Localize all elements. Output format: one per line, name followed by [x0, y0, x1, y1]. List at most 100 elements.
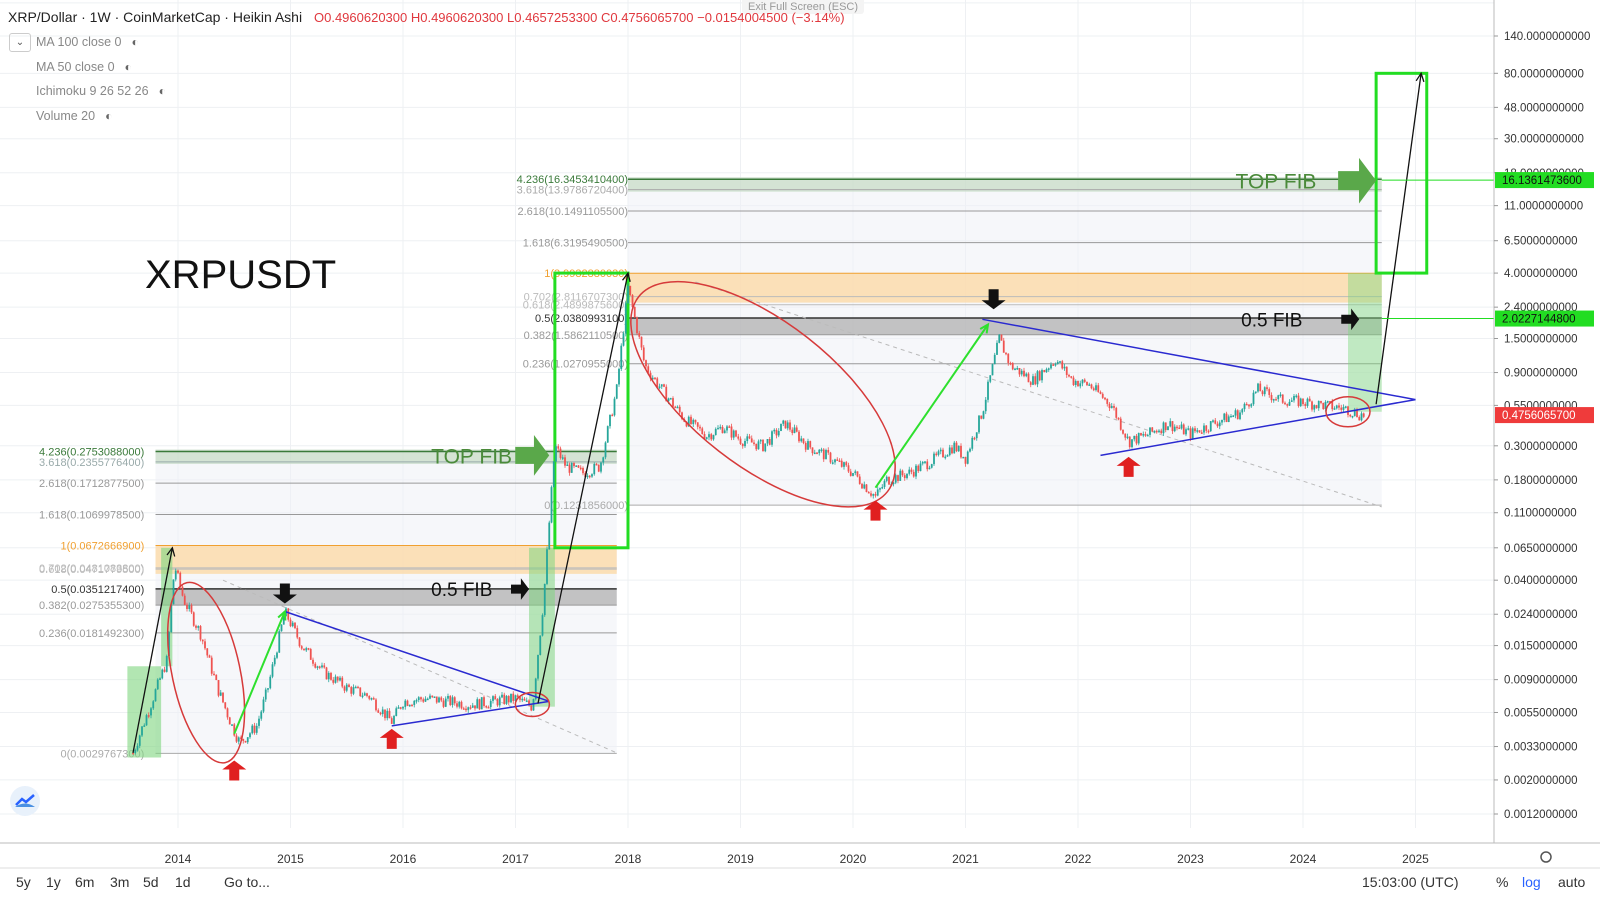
y-tick-label: 0.0240000000 — [1504, 609, 1578, 621]
fib2018-fib-band-top — [628, 177, 1382, 192]
log-scale-button[interactable]: log — [1522, 874, 1541, 890]
fib2018-fib-label: 0.382(1.5862110500) — [524, 330, 628, 342]
y-tick-label: 140.0000000000 — [1504, 31, 1590, 43]
fib2018-fib-label: 4.236(16.3453410400) — [517, 174, 628, 186]
fib2018-fib-label: 0(0.1231856000) — [544, 500, 628, 512]
indicator-ichimoku[interactable]: Ichimoku 9 26 52 26 ◐ — [36, 84, 166, 98]
fib2018-fib-band-1 — [628, 273, 1382, 303]
range-6m-button[interactable]: 6m — [75, 874, 95, 890]
wave-arrow-2020-head — [979, 322, 990, 334]
eye-hidden-icon[interactable]: ◐ — [124, 60, 132, 74]
bottom-arrow-2014 — [222, 760, 247, 781]
impulse-arrow-2017-head — [621, 271, 631, 282]
candle — [487, 707, 490, 709]
auto-scale-button[interactable]: auto — [1558, 874, 1586, 890]
y-tick-label: 0.0020000000 — [1504, 775, 1578, 787]
proj-box-2017-outline — [553, 271, 630, 550]
collapse-indicators-button[interactable]: ⌄ — [9, 33, 31, 52]
eye-hidden-icon[interactable]: ◐ — [158, 84, 166, 98]
range-1y-button[interactable]: 1y — [46, 874, 61, 890]
indicator-ma100[interactable]: MA 100 close 0 ◐ — [36, 35, 139, 49]
fib2018-fib-label: 0.702(2.8116707300) — [524, 292, 628, 304]
trend-dashed-2 — [695, 281, 1382, 508]
candle — [728, 426, 731, 428]
half-fib-label-2: 0.5 FIB — [1241, 310, 1302, 331]
wave-arrow-2014-head — [277, 609, 287, 621]
y-tick-label: 0.0033000000 — [1504, 742, 1578, 754]
x-tick-label: 2016 — [390, 852, 417, 866]
triangle-lower-2 — [1100, 398, 1416, 457]
proj-box-small-2 — [161, 547, 173, 667]
fib2014-fib-label: 4.236(0.2753088000) — [39, 447, 144, 459]
indicator-label: MA 50 close 0 — [36, 60, 115, 74]
price-label-box — [1495, 407, 1594, 424]
indicator-ma50[interactable]: MA 50 close 0 ◐ — [36, 60, 132, 74]
fib2018-fib-label: 1.618(6.3195490500) — [523, 238, 628, 250]
x-tick-label: 2019 — [727, 852, 754, 866]
price-label: 2.0227144800 — [1502, 314, 1576, 326]
y-tick-label: 0.0090000000 — [1504, 675, 1578, 687]
eye-hidden-icon[interactable]: ◐ — [105, 109, 113, 123]
correction-ellipse-1 — [167, 581, 246, 764]
fib2014-fib-label: 0.618(0.0471779500) — [39, 564, 144, 576]
triangle-upper-1 — [284, 610, 550, 703]
triangle-lower-1 — [391, 700, 550, 727]
x-tick-label: 2021 — [952, 852, 979, 866]
top-fib-arrow-2 — [1338, 157, 1377, 204]
bottom-toolbar: 5y 1y 6m 3m 5d 1d Go to... 15:03:00 (UTC… — [0, 870, 1600, 900]
bottom-arrow-2016 — [379, 728, 404, 749]
top-arrow-2021 — [981, 289, 1006, 310]
y-tick-label: 6.5000000000 — [1504, 236, 1578, 248]
tradingview-logo-icon[interactable] — [10, 786, 40, 816]
top-fib-label-2: TOP FIB — [1236, 171, 1317, 194]
fib2014-fib-label: 0.702(0.0481083800) — [39, 563, 144, 575]
triangle-upper-2 — [982, 318, 1416, 401]
y-tick-label: 0.0650000000 — [1504, 543, 1578, 555]
fib2014-fib-label: 0.382(0.0275355300) — [39, 600, 144, 612]
range-3m-button[interactable]: 3m — [110, 874, 130, 890]
top-arrow-2015 — [272, 583, 297, 604]
x-tick-label: 2025 — [1402, 852, 1429, 866]
range-1d-button[interactable]: 1d — [175, 874, 191, 890]
goto-button[interactable]: Go to... — [224, 874, 270, 890]
y-tick-label: 48.0000000000 — [1504, 102, 1584, 114]
fib2014-fib-band-top — [155, 449, 617, 464]
x-tick-label: 2018 — [615, 852, 642, 866]
y-tick-label: 80.0000000000 — [1504, 68, 1584, 80]
fib2014-fib-band-05 — [155, 588, 617, 606]
y-tick-label: 0.0400000000 — [1504, 575, 1578, 587]
y-tick-label: 0.0012000000 — [1504, 809, 1578, 821]
impulse-arrow-2013 — [132, 547, 174, 754]
exit-fullscreen-hint[interactable]: Exit Full Screen (ESC) — [742, 0, 865, 14]
fib2014-fib-label: 1(0.0672666900) — [60, 541, 144, 553]
wave-arrow-2014 — [233, 611, 286, 735]
percent-scale-button[interactable]: % — [1496, 874, 1509, 890]
indicator-volume[interactable]: Volume 20 ◐ — [36, 109, 112, 123]
x-tick-label: 2020 — [840, 852, 867, 866]
candles — [132, 283, 1365, 755]
y-tick-label: 0.1100000000 — [1504, 508, 1577, 520]
y-tick-label: 0.0150000000 — [1504, 641, 1578, 653]
x-tick-label: 2014 — [165, 852, 192, 866]
fib2014-fib-label: 3.618(0.2355776400) — [39, 457, 144, 469]
impulse-arrow-2024-head — [1415, 71, 1425, 83]
fib2018-fib-label: 0.618(2.4899875600) — [523, 300, 628, 312]
range-5y-button[interactable]: 5y — [16, 874, 31, 890]
top-fib-label-1: TOP FIB — [431, 445, 512, 468]
indicator-label: MA 100 close 0 — [36, 35, 122, 49]
time-readout: 15:03:00 (UTC) — [1362, 874, 1459, 890]
price-label-box — [1495, 172, 1594, 189]
symbol-title: XRP/Dollar · 1W · CoinMarketCap · Heikin… — [8, 9, 303, 25]
candle — [816, 452, 818, 455]
y-tick-label: 4.0000000000 — [1504, 268, 1578, 280]
eye-hidden-icon[interactable]: ◐ — [131, 35, 139, 49]
indicator-label: Volume 20 — [36, 109, 96, 123]
settings-gear-icon[interactable] — [1540, 851, 1552, 863]
half-fib-label-1: 0.5 FIB — [431, 580, 492, 601]
candle — [354, 686, 357, 689]
fib2018-fib-label: 3.618(13.9786720400) — [517, 185, 628, 197]
candle — [674, 406, 677, 409]
chart-title: XRPUSDT — [145, 253, 336, 297]
range-5d-button[interactable]: 5d — [143, 874, 159, 890]
